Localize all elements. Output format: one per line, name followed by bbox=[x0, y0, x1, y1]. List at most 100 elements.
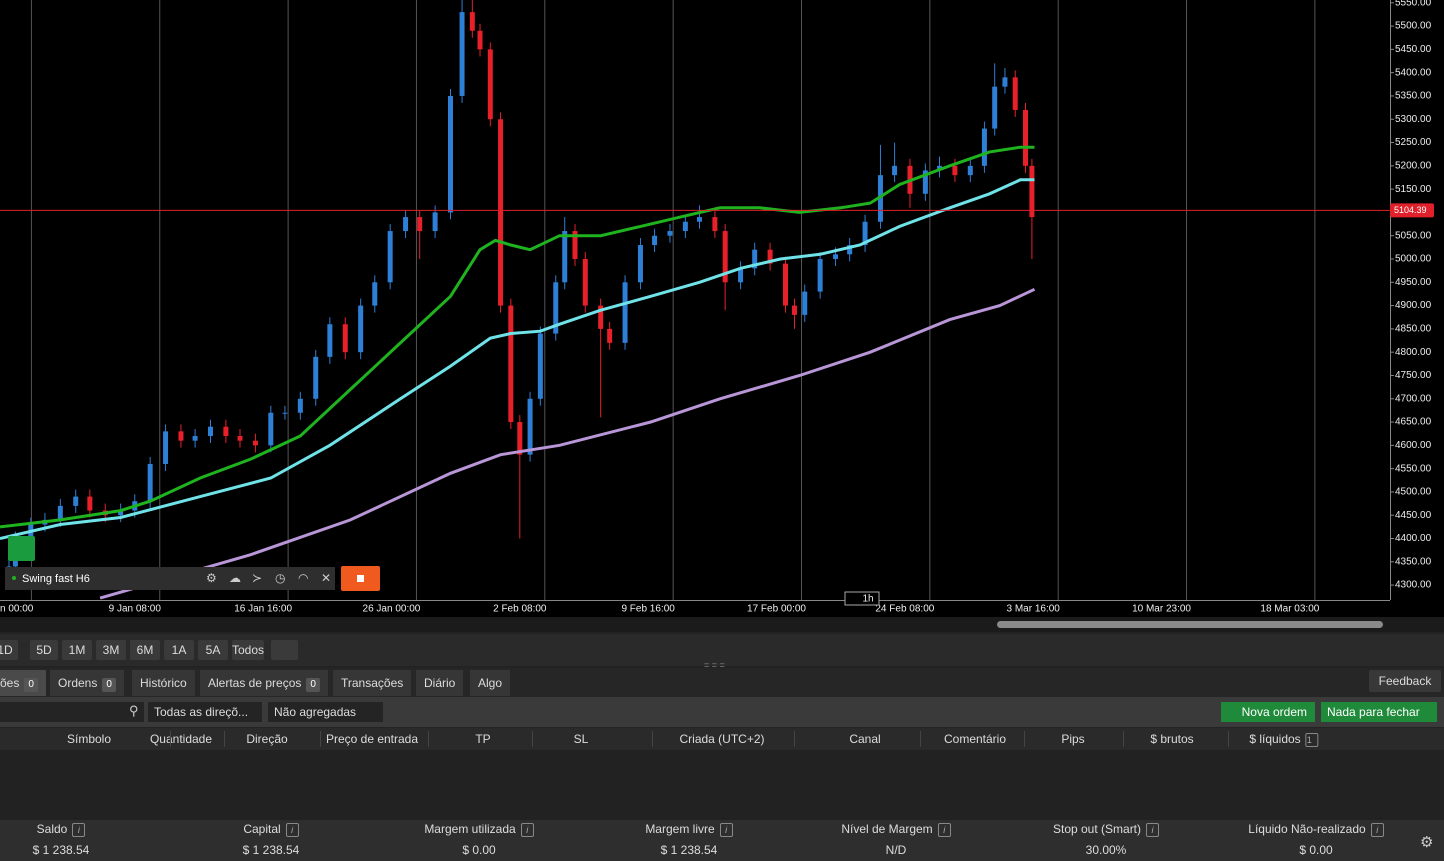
column-header[interactable]: SL bbox=[574, 728, 589, 750]
tab[interactable]: ões 0 bbox=[0, 670, 46, 696]
y-tick-label: 4650.00 bbox=[1395, 417, 1432, 428]
new-order-button[interactable]: Nova ordem bbox=[1221, 702, 1315, 722]
info-icon[interactable]: i bbox=[1146, 823, 1160, 837]
scrollbar[interactable] bbox=[0, 617, 1444, 632]
info-icon[interactable]: i bbox=[72, 823, 86, 837]
column-header[interactable]: Comentário bbox=[944, 728, 1006, 750]
candle-body bbox=[833, 254, 839, 260]
candle-body bbox=[712, 217, 718, 232]
candle-body bbox=[892, 165, 898, 176]
candle-body bbox=[417, 217, 423, 232]
column-header[interactable]: Quantidade bbox=[150, 728, 212, 750]
column-header[interactable]: Canal bbox=[849, 728, 880, 750]
tab[interactable]: Alertas de preços 0 bbox=[200, 670, 328, 696]
column-header[interactable]: TP bbox=[475, 728, 490, 750]
info-icon[interactable]: i bbox=[285, 823, 299, 837]
column-header[interactable]: Direção bbox=[246, 728, 287, 750]
candle-body bbox=[652, 235, 658, 246]
period-button[interactable]: Todos bbox=[232, 640, 264, 660]
column-label: TP bbox=[475, 732, 491, 746]
period-button[interactable]: 1A bbox=[164, 640, 194, 660]
feedback-button[interactable]: Feedback bbox=[1369, 670, 1441, 692]
search-icon: ⚲ bbox=[129, 703, 139, 718]
candle-body bbox=[622, 282, 628, 343]
tab[interactable]: Diário bbox=[416, 670, 464, 696]
period-button[interactable]: 5A bbox=[198, 640, 228, 660]
candle-body bbox=[738, 268, 744, 283]
stat-label: Margem livre bbox=[645, 822, 715, 836]
tab[interactable]: Histórico bbox=[132, 670, 195, 696]
strategy-action[interactable]: ◷ bbox=[275, 571, 285, 585]
strategy-icon[interactable] bbox=[8, 536, 35, 561]
column-header[interactable]: $ líquidos 1 bbox=[1249, 728, 1319, 750]
aggregation-filter[interactable]: Não agregadas bbox=[268, 702, 383, 722]
close-all-button[interactable]: Nada para fechar bbox=[1321, 702, 1437, 722]
period-button[interactable]: 1D bbox=[0, 640, 18, 660]
settings-icon[interactable]: ⚙ bbox=[1420, 834, 1434, 851]
candle-body bbox=[952, 165, 958, 176]
direction-filter[interactable]: Todas as direçõ... bbox=[148, 702, 262, 722]
candle-body bbox=[992, 86, 998, 129]
period-button[interactable]: 5D bbox=[30, 640, 58, 660]
column-header[interactable]: Preço de entrada bbox=[326, 728, 418, 750]
stat-value: $ 0.00 bbox=[462, 843, 496, 857]
y-tick-label: 4600.00 bbox=[1395, 440, 1432, 451]
y-tick-label: 4900.00 bbox=[1395, 300, 1432, 311]
column-separator bbox=[1122, 731, 1124, 747]
stat-value: $ 0.00 bbox=[1299, 843, 1333, 857]
info-icon[interactable]: i bbox=[719, 823, 733, 837]
candle-body bbox=[537, 333, 543, 399]
candle-body bbox=[313, 356, 319, 399]
tab[interactable]: Transações bbox=[333, 670, 412, 696]
y-tick-label: 4400.00 bbox=[1395, 533, 1432, 544]
plot-area bbox=[0, 0, 1036, 600]
info-icon[interactable]: i bbox=[937, 823, 951, 837]
candle-body bbox=[667, 231, 673, 236]
candle-body bbox=[802, 291, 808, 315]
candle-body bbox=[922, 170, 928, 194]
x-tick-label: n 00:00 bbox=[0, 604, 34, 615]
strategy-action[interactable]: ⚙ bbox=[206, 571, 217, 585]
period-button[interactable]: 3M bbox=[96, 640, 126, 660]
period-button[interactable]: 6M bbox=[130, 640, 160, 660]
stat-label: Stop out (Smart) bbox=[1052, 822, 1142, 836]
column-separator bbox=[651, 731, 653, 747]
resize-handle[interactable]: = = = bbox=[704, 660, 725, 670]
candle-body bbox=[297, 398, 303, 413]
period-button[interactable]: 1M bbox=[62, 640, 92, 660]
strategy-action[interactable]: ☁ bbox=[229, 571, 241, 585]
info-icon[interactable]: i bbox=[520, 823, 534, 837]
search-box[interactable] bbox=[0, 702, 144, 722]
candle-body bbox=[487, 49, 493, 120]
column-header[interactable]: Símbolo bbox=[67, 728, 111, 750]
candle-body bbox=[223, 426, 229, 437]
strategy-action[interactable]: ≻ bbox=[252, 571, 262, 585]
stat-label: Capital bbox=[243, 822, 281, 836]
timeframe: 1h bbox=[862, 594, 873, 605]
column-header[interactable]: Pips bbox=[1061, 728, 1084, 750]
y-tick-label: 5250.00 bbox=[1395, 137, 1432, 148]
candle-body bbox=[847, 245, 853, 255]
tab-label: ões bbox=[0, 676, 20, 690]
column-header[interactable]: $ brutos bbox=[1150, 728, 1193, 750]
stat-value: 30.00% bbox=[1085, 843, 1127, 857]
tab[interactable]: Ordens 0 bbox=[50, 670, 124, 696]
candle-body bbox=[432, 212, 438, 232]
x-tick-label: 26 Jan 00:00 bbox=[363, 604, 421, 615]
column-header[interactable]: Criada (UTC+2) bbox=[679, 728, 764, 750]
tab-label: Transações bbox=[341, 676, 404, 690]
strategy-action[interactable]: ◠ bbox=[298, 571, 308, 585]
y-tick-label: 5400.00 bbox=[1395, 67, 1432, 78]
candle-body bbox=[791, 305, 797, 315]
candle-body bbox=[87, 496, 93, 511]
toggle-panel[interactable] bbox=[271, 640, 298, 660]
moving-average bbox=[0, 145, 1035, 529]
info-icon[interactable]: i bbox=[1370, 823, 1384, 837]
tab[interactable]: Algo bbox=[470, 670, 511, 696]
candle-body bbox=[527, 398, 533, 455]
candle-body bbox=[73, 496, 79, 506]
scroll-thumb[interactable] bbox=[997, 621, 1383, 628]
candle-body bbox=[553, 282, 559, 334]
strategy-action[interactable]: ✕ bbox=[321, 571, 331, 585]
